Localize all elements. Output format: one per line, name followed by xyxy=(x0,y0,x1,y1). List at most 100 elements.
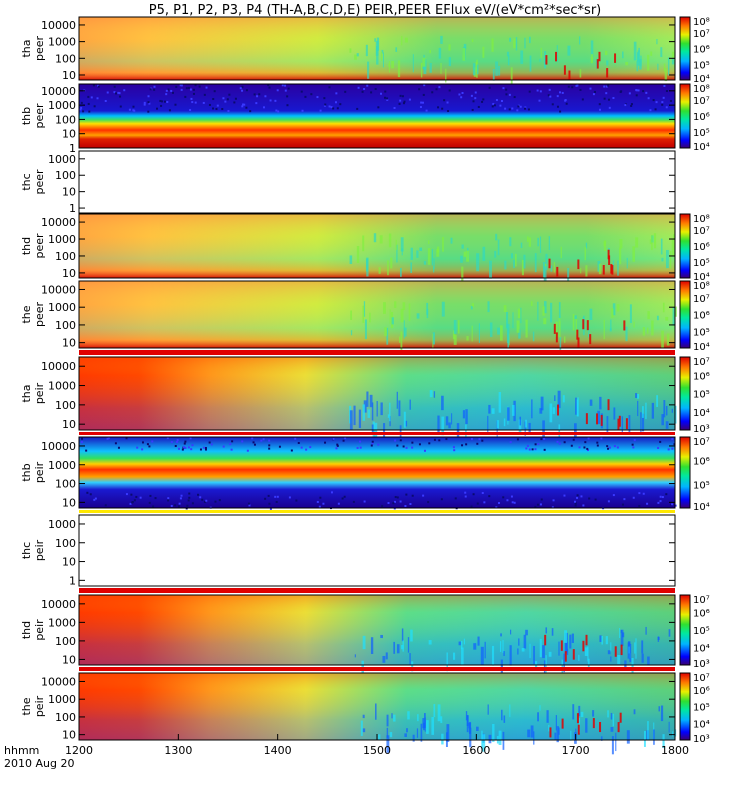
flux-streak xyxy=(354,654,356,658)
plot-frame xyxy=(78,83,676,149)
flux-streak xyxy=(544,51,547,69)
noise-speckle xyxy=(657,446,660,449)
noise-speckle xyxy=(301,109,304,112)
noise-speckle xyxy=(252,441,255,444)
noise-speckle xyxy=(141,448,144,451)
noise-speckle xyxy=(371,442,374,445)
noise-speckle xyxy=(114,442,117,445)
noise-speckle xyxy=(588,497,591,500)
noise-speckle xyxy=(587,437,590,440)
flux-streak xyxy=(376,401,378,417)
noise-speckle xyxy=(642,90,645,93)
noise-speckle xyxy=(603,97,606,100)
flux-streak xyxy=(621,416,624,434)
noise-speckle xyxy=(659,495,662,498)
panel-probe-label: tha xyxy=(20,39,33,57)
noise-speckle xyxy=(464,495,467,498)
flux-streak xyxy=(388,61,390,73)
flux-streak xyxy=(661,414,664,426)
flux-spike xyxy=(549,727,552,738)
flux-streak xyxy=(437,415,440,435)
flux-streak xyxy=(502,639,504,653)
flux-streak xyxy=(406,728,408,733)
noise-speckle xyxy=(262,438,265,441)
flux-streak xyxy=(622,632,625,638)
noise-speckle xyxy=(94,497,97,500)
noise-speckle xyxy=(649,109,652,112)
flux-streak xyxy=(651,234,653,251)
noise-speckle xyxy=(380,92,383,95)
flux-streak xyxy=(525,629,528,636)
flux-spike xyxy=(564,651,567,662)
flux-streak xyxy=(410,629,413,642)
flux-streak xyxy=(550,302,553,323)
colorbar xyxy=(679,436,691,509)
noise-speckle xyxy=(186,504,189,507)
noise-speckle xyxy=(534,443,537,446)
noise-speckle xyxy=(339,103,342,106)
flux-streak xyxy=(471,39,474,43)
noise-speckle xyxy=(386,98,389,101)
noise-speckle xyxy=(623,498,626,501)
y-tick-label: 10000 xyxy=(41,440,76,453)
flux-streak xyxy=(601,635,603,645)
noise-speckle xyxy=(612,494,615,497)
flux-streak xyxy=(578,654,580,661)
noise-speckle xyxy=(441,107,444,110)
noise-speckle xyxy=(147,101,150,104)
noise-speckle xyxy=(87,102,90,105)
flux-streak xyxy=(423,261,427,265)
flux-streak xyxy=(487,704,489,715)
flux-streak xyxy=(354,54,357,60)
noise-speckle xyxy=(295,499,298,502)
noise-speckle xyxy=(556,105,559,108)
flux-streak xyxy=(410,262,413,273)
flux-streak xyxy=(378,734,381,741)
flux-streak xyxy=(575,397,577,415)
flux-streak xyxy=(362,635,366,650)
flux-streak xyxy=(412,734,415,742)
flux-streak xyxy=(542,420,545,438)
noise-speckle xyxy=(356,107,359,110)
y-tick-label: 100 xyxy=(55,478,76,491)
noise-speckle xyxy=(251,437,254,440)
x-tick-label: 1300 xyxy=(164,744,192,757)
noise-speckle xyxy=(516,438,519,441)
noise-speckle xyxy=(160,104,163,107)
noise-speckle xyxy=(171,91,174,94)
panel-probe-label: the xyxy=(20,697,33,715)
noise-speckle xyxy=(239,87,242,90)
flux-streak xyxy=(649,239,653,245)
flux-streak xyxy=(539,236,542,253)
plot-frame xyxy=(78,594,676,666)
flux-streak xyxy=(495,61,499,76)
noise-speckle xyxy=(472,100,475,103)
flux-streak xyxy=(489,260,492,279)
noise-speckle xyxy=(556,95,559,98)
flux-streak xyxy=(371,424,374,433)
noise-speckle xyxy=(256,95,259,98)
noise-speckle xyxy=(215,108,218,111)
flux-streak xyxy=(638,47,640,52)
flux-streak xyxy=(433,266,435,273)
noise-speckle xyxy=(166,101,169,104)
panel-kind-label: peer xyxy=(33,233,46,259)
noise-speckle xyxy=(268,444,271,447)
flux-streak xyxy=(558,641,560,656)
noise-speckle xyxy=(403,100,406,103)
noise-speckle xyxy=(531,448,534,451)
flux-streak xyxy=(356,246,360,264)
noise-speckle xyxy=(185,87,188,90)
flux-streak xyxy=(475,61,478,72)
noise-speckle xyxy=(131,501,134,504)
noise-speckle xyxy=(606,445,609,448)
flux-streak xyxy=(441,416,445,436)
noise-speckle xyxy=(208,441,211,444)
noise-speckle xyxy=(192,92,195,95)
noise-speckle xyxy=(264,95,267,98)
noise-speckle xyxy=(477,105,480,108)
flux-streak xyxy=(503,305,507,312)
flux-streak xyxy=(440,62,442,74)
flux-streak xyxy=(362,714,365,719)
noise-speckle xyxy=(246,449,249,452)
